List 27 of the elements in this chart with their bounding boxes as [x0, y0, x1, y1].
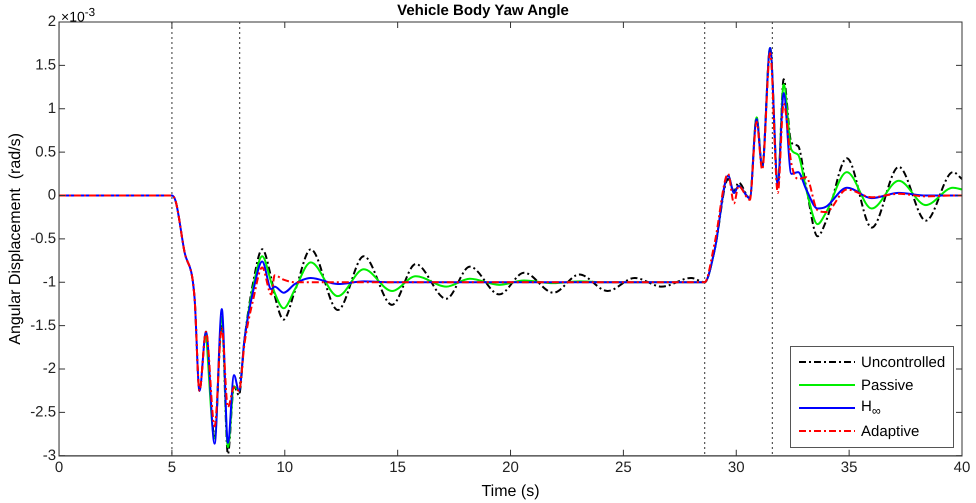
y-tick-label: -0.5: [30, 230, 56, 248]
legend-label: H$_{∞}$: [861, 398, 881, 418]
x-tick-label: 15: [389, 458, 406, 476]
x-tick-label: 25: [615, 458, 632, 476]
legend-label: Adaptive: [861, 422, 920, 440]
y-tick-label: 1: [48, 100, 56, 117]
x-tick-label: 35: [840, 458, 858, 476]
x-tick-label: 10: [276, 458, 294, 476]
x-tick-label: 5: [168, 458, 176, 476]
chart-title: Vehicle Body Yaw Angle: [397, 2, 569, 20]
y-tick-label: 2: [48, 13, 56, 30]
y-tick-label: 1.5: [35, 56, 56, 74]
x-tick-label: 30: [728, 458, 745, 476]
y-tick-label: -3: [42, 446, 56, 464]
y-tick-label: 0: [48, 186, 56, 204]
y-axis-title: Angular Displacement (rad/s): [7, 133, 24, 345]
x-axis-title: Time (s): [481, 482, 540, 500]
y-tick-label: -1.5: [30, 316, 56, 334]
y-tick-label: -1: [42, 273, 56, 290]
y-tick-label: -2.5: [30, 404, 56, 421]
x-tick-label: 20: [502, 458, 519, 476]
legend-label: Uncontrolled: [861, 354, 946, 371]
y-tick-label: 0.5: [35, 143, 56, 160]
y-tick-label: -2: [42, 360, 56, 378]
legend-label: Passive: [861, 376, 914, 394]
annotation: ×10$^{-3}$: [61, 6, 96, 25]
x-tick-label: 40: [954, 458, 970, 476]
